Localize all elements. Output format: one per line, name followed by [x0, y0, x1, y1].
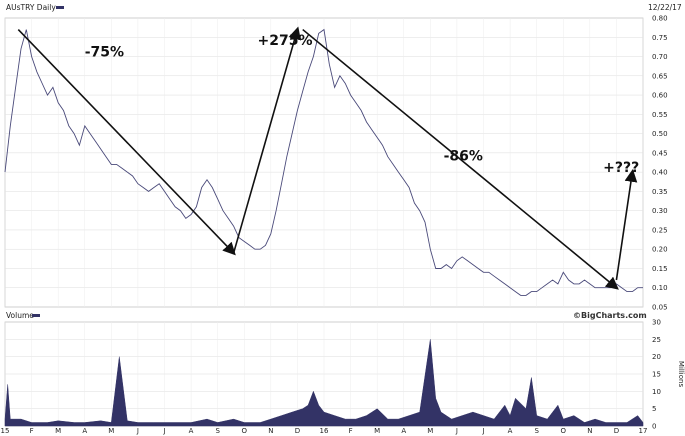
- price-y-tick-label: 0.10: [652, 284, 668, 292]
- x-tick-label: S: [534, 427, 539, 435]
- price-gridlines: [4, 17, 644, 308]
- annotation-label: +275%: [258, 33, 313, 49]
- x-tick-label: A: [401, 427, 406, 435]
- x-tick-label: A: [508, 427, 513, 435]
- x-tick-label: D: [614, 427, 619, 435]
- x-tick-label: F: [30, 427, 34, 435]
- annotation-label: -75%: [85, 45, 124, 61]
- price-y-tick-label: 0.80: [652, 15, 668, 23]
- x-tick-label: S: [215, 427, 220, 435]
- price-y-tick-label: 0.45: [652, 149, 668, 157]
- annotation-label: -86%: [444, 149, 483, 165]
- date-label: 12/22/17: [648, 3, 682, 12]
- x-tick-label: J: [136, 427, 139, 435]
- annotation-arrow: [17, 29, 236, 256]
- price-series-line: [4, 28, 643, 296]
- symbol-legend-swatch: [56, 6, 64, 9]
- volume-y-tick-label: 30: [652, 319, 661, 327]
- x-axis-ticks: 15 F M A M J J A S O N D 16 F M A M J J A S O N D 17: [1, 427, 648, 435]
- volume-series-area: [4, 339, 644, 427]
- price-y-tick-label: 0.40: [652, 169, 668, 177]
- annotations: -75% +275% -86% +???: [17, 26, 639, 290]
- price-y-tick-label: 0.30: [652, 207, 668, 215]
- x-tick-label: 17: [639, 427, 648, 435]
- volume-y-tick-label: 15: [652, 371, 661, 379]
- x-tick-label: O: [560, 427, 566, 435]
- x-tick-label: O: [241, 427, 247, 435]
- volume-y-tick-label: 0: [652, 423, 656, 431]
- x-tick-label: J: [481, 427, 484, 435]
- x-tick-label: M: [55, 427, 61, 435]
- x-tick-label: A: [82, 427, 87, 435]
- price-y-ticks: 0.80 0.75 0.70 0.65 0.60 0.55 0.50 0.45 0.40 0.35…: [652, 15, 668, 312]
- price-y-tick-label: 0.20: [652, 246, 668, 254]
- x-tick-label: 15: [1, 427, 10, 435]
- volume-unit-label: Millions: [677, 361, 685, 388]
- annotation-arrow: [232, 26, 301, 254]
- annotation-arrow: [302, 28, 619, 290]
- volume-y-tick-label: 5: [652, 405, 656, 413]
- price-y-tick-label: 0.05: [652, 304, 668, 312]
- x-tick-label: F: [349, 427, 353, 435]
- x-tick-label: M: [427, 427, 433, 435]
- annotation-arrow: [615, 168, 638, 281]
- price-y-tick-label: 0.55: [652, 111, 668, 119]
- volume-legend-swatch: [32, 314, 40, 317]
- volume-y-tick-label: 10: [652, 388, 661, 396]
- volume-y-tick-label: 25: [652, 336, 661, 344]
- price-y-tick-label: 0.50: [652, 130, 668, 138]
- watermark: ©BigCharts.com: [573, 311, 647, 320]
- price-y-tick-label: 0.70: [652, 53, 668, 61]
- price-y-tick-label: 0.25: [652, 226, 668, 234]
- x-tick-label: J: [455, 427, 458, 435]
- volume-y-tick-label: 20: [652, 353, 661, 361]
- annotation-label: +???: [603, 160, 639, 176]
- price-y-tick-label: 0.65: [652, 72, 668, 80]
- x-tick-label: J: [162, 427, 165, 435]
- x-tick-label: M: [108, 427, 114, 435]
- x-tick-label: N: [587, 427, 592, 435]
- x-tick-label: N: [268, 427, 273, 435]
- x-tick-label: 16: [320, 427, 329, 435]
- price-y-tick-label: 0.60: [652, 92, 668, 100]
- price-y-tick-label: 0.15: [652, 265, 668, 273]
- price-y-tick-label: 0.75: [652, 34, 668, 42]
- volume-y-ticks: 30 25 20 15 10 5 0: [652, 319, 661, 431]
- x-tick-label: D: [295, 427, 300, 435]
- price-y-tick-label: 0.35: [652, 188, 668, 196]
- symbol-label: AUsTRY Daily: [6, 3, 56, 12]
- x-tick-label: A: [189, 427, 194, 435]
- volume-label: Volume: [6, 311, 34, 320]
- x-tick-label: M: [374, 427, 380, 435]
